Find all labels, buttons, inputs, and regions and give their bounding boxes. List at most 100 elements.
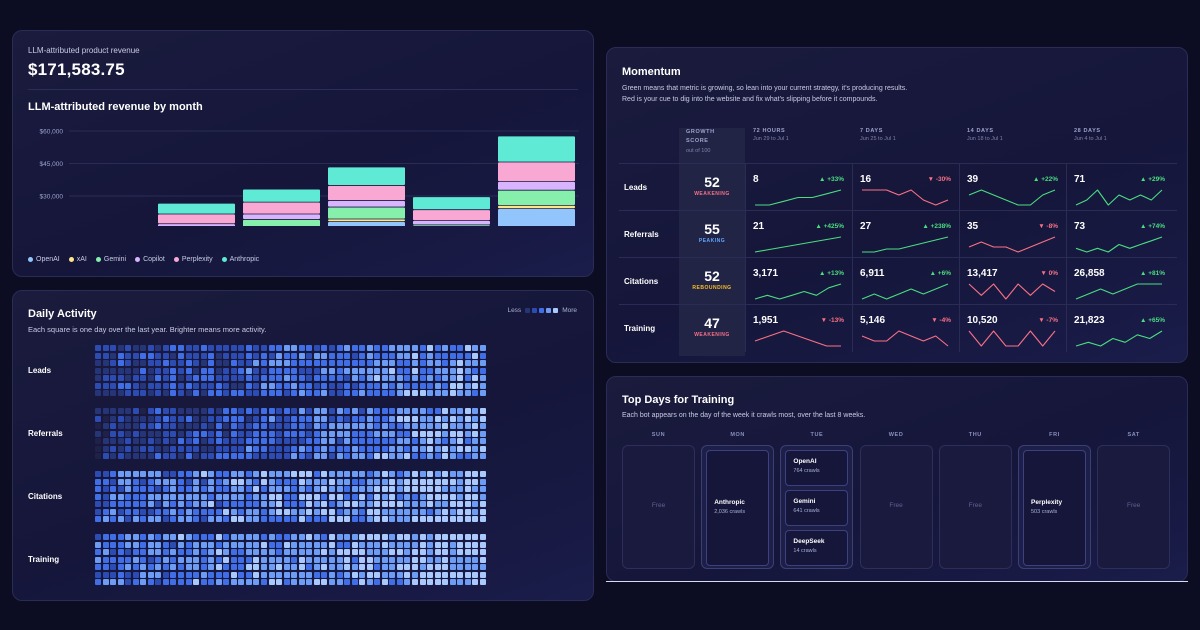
activity-cell	[434, 508, 441, 515]
activity-cell	[238, 534, 245, 540]
activity-cell	[276, 367, 283, 374]
activity-cell	[389, 534, 396, 540]
activity-cell	[306, 415, 313, 422]
activity-cell	[215, 352, 222, 359]
activity-cell	[411, 438, 418, 445]
activity-cell	[185, 390, 192, 397]
activity-cell	[200, 390, 207, 397]
activity-cell	[283, 390, 290, 397]
activity-cell	[170, 541, 177, 548]
activity-cell	[442, 453, 449, 460]
metric-delta: ▲ +6%	[929, 270, 951, 277]
bot-card[interactable]: Perplexity 503 crawls	[1023, 450, 1086, 566]
activity-cell	[276, 408, 283, 414]
free-label: Free	[1127, 502, 1141, 509]
activity-cell	[268, 516, 275, 523]
activity-cell	[442, 478, 449, 485]
activity-cell	[404, 382, 411, 389]
activity-cell	[193, 345, 200, 351]
activity-cell	[298, 382, 305, 389]
activity-cell	[464, 493, 471, 500]
activity-cell	[419, 501, 426, 508]
activity-cell	[283, 438, 290, 445]
activity-cell	[336, 390, 343, 397]
activity-cell	[479, 375, 486, 382]
activity-cell	[230, 445, 237, 452]
activity-cell	[276, 390, 283, 397]
activity-cell	[479, 508, 486, 515]
activity-cell	[298, 556, 305, 563]
bot-card[interactable]: Anthropic 2,036 crawls	[706, 450, 770, 566]
activity-cell	[419, 445, 426, 452]
activity-cell	[472, 534, 479, 540]
bot-card[interactable]: Gemini 641 crawls	[785, 490, 849, 526]
activity-cell	[185, 541, 192, 548]
activity-cell	[457, 556, 464, 563]
activity-cell	[442, 493, 449, 500]
metric-cell: 73 ▲ +74%	[1066, 211, 1173, 258]
activity-cell	[200, 382, 207, 389]
sparkline	[754, 283, 842, 300]
activity-cell	[230, 564, 237, 571]
activity-cell	[223, 438, 230, 445]
metric-cell: 5,146 ▼ -4%	[852, 305, 959, 352]
activity-cell	[321, 486, 328, 493]
activity-cell	[230, 408, 237, 414]
day-column-sun: SUN Free	[622, 432, 695, 569]
activity-cell	[261, 579, 268, 586]
day-name: THU	[968, 432, 982, 438]
activity-cell	[419, 534, 426, 540]
activity-cell	[132, 390, 139, 397]
activity-cell	[125, 345, 132, 351]
activity-cell	[313, 541, 320, 548]
activity-cell	[328, 345, 335, 351]
activity-cell	[298, 486, 305, 493]
activity-cell	[344, 549, 351, 556]
activity-cell	[261, 493, 268, 500]
activity-cell	[223, 486, 230, 493]
metric-value: 35	[967, 221, 979, 232]
activity-cell	[411, 382, 418, 389]
activity-cell	[208, 549, 215, 556]
activity-cell	[276, 571, 283, 578]
activity-cell	[427, 430, 434, 437]
activity-cell	[291, 549, 298, 556]
activity-cell	[396, 478, 403, 485]
activity-cell	[419, 556, 426, 563]
activity-cell	[125, 375, 132, 382]
activity-cell	[155, 549, 162, 556]
activity-cell	[200, 345, 207, 351]
activity-cell	[336, 352, 343, 359]
activity-cell	[457, 415, 464, 422]
sparkline-path	[1075, 189, 1163, 206]
momentum-row-label: Referrals	[624, 230, 659, 239]
activity-cell	[132, 367, 139, 374]
activity-cell	[291, 438, 298, 445]
activity-cell	[208, 501, 215, 508]
activity-cell	[374, 534, 381, 540]
bot-card[interactable]: DeepSeek 14 crawls	[785, 530, 849, 566]
bot-card[interactable]: OpenAI 764 crawls	[785, 450, 849, 486]
activity-cell	[95, 453, 101, 460]
activity-cell	[253, 549, 260, 556]
activity-cell	[276, 445, 283, 452]
activity-cell	[359, 508, 366, 515]
activity-cell	[344, 556, 351, 563]
activity-cell	[359, 579, 366, 586]
activity-cell	[396, 564, 403, 571]
activity-cell	[419, 516, 426, 523]
revenue-chart-title: LLM-attributed revenue by month	[28, 101, 203, 113]
activity-cell	[366, 345, 373, 351]
activity-cell	[306, 367, 313, 374]
activity-cell	[223, 571, 230, 578]
activity-cell	[162, 345, 169, 351]
activity-cell	[479, 516, 486, 523]
activity-cell	[359, 382, 366, 389]
activity-cell	[245, 375, 252, 382]
activity-cell	[442, 430, 449, 437]
activity-cell	[298, 375, 305, 382]
activity-cell	[351, 471, 358, 477]
activity-cell	[472, 375, 479, 382]
activity-cell	[336, 375, 343, 382]
activity-cell	[472, 367, 479, 374]
